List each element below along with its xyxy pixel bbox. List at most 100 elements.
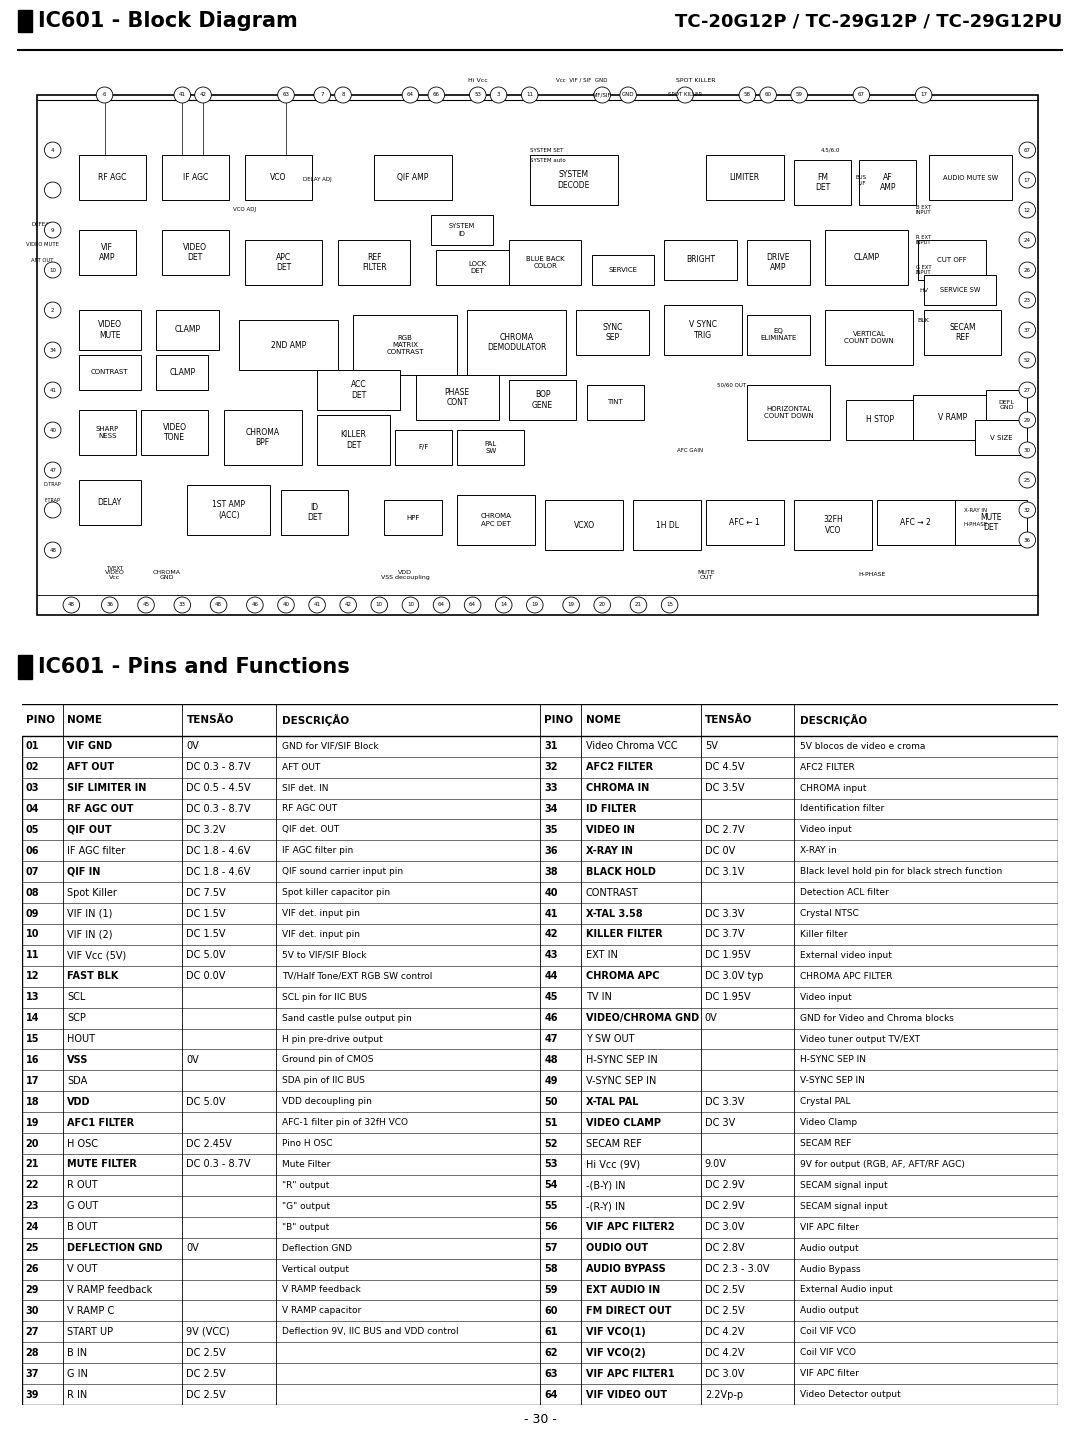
Text: DC 2.5V: DC 2.5V [187,1389,226,1399]
Bar [825,231,908,285]
Text: CHROMA APC: CHROMA APC [585,971,659,981]
Bar [244,156,312,200]
Text: AFC2 FILTER: AFC2 FILTER [585,762,652,772]
Text: 50/60 OUT: 50/60 OUT [717,382,746,388]
Text: IF AGC filter: IF AGC filter [67,846,125,856]
Text: SERVICE SW: SERVICE SW [940,287,980,293]
Text: DC 0.3 - 8.7V: DC 0.3 - 8.7V [187,1160,251,1170]
Circle shape [490,86,507,102]
Text: R IN: R IN [67,1389,87,1399]
Circle shape [335,86,351,102]
Text: 6: 6 [103,92,106,98]
Text: SYSTEM
ID: SYSTEM ID [449,223,475,236]
Text: HORIZONTAL
COUNT DOWN: HORIZONTAL COUNT DOWN [764,406,813,419]
Text: DC 3.0V: DC 3.0V [705,1222,744,1232]
Text: Video Chroma VCC: Video Chroma VCC [585,741,677,751]
Circle shape [211,597,227,612]
Text: 47: 47 [544,1035,557,1045]
Text: 2ND AMP: 2ND AMP [271,340,307,350]
Text: 27: 27 [26,1327,39,1337]
Circle shape [594,86,610,102]
Text: MUTE
DET: MUTE DET [981,513,1002,532]
Text: X-TAL PAL: X-TAL PAL [585,1097,638,1107]
Text: DC 4.5V: DC 4.5V [705,762,744,772]
Text: GND for Video and Chroma blocks: GND for Video and Chroma blocks [800,1013,954,1023]
Text: "R" output: "R" output [282,1180,329,1190]
Text: 45: 45 [544,993,557,1001]
Bar [18,656,32,679]
Text: DC 5.0V: DC 5.0V [187,951,226,960]
Text: 16: 16 [26,1055,39,1065]
Bar [860,160,916,205]
Text: V RAMP feedback: V RAMP feedback [282,1285,361,1294]
Text: VERTICAL
COUNT DOWN: VERTICAL COUNT DOWN [845,331,894,344]
Text: DC 3.5V: DC 3.5V [705,782,744,793]
Text: VIF
AMP: VIF AMP [99,242,116,262]
Bar [918,241,986,280]
Bar [431,215,494,245]
Text: VDD
VSS decoupling: VDD VSS decoupling [381,569,430,581]
Circle shape [433,597,449,612]
Text: R EXT
INPUT: R EXT INPUT [916,235,931,245]
Text: Video Clamp: Video Clamp [800,1118,858,1127]
Text: EXT AUDIO IN: EXT AUDIO IN [585,1285,660,1295]
Text: AFC2 FILTER: AFC2 FILTER [800,762,855,771]
Text: F/F: F/F [418,444,429,451]
Bar [955,500,1027,545]
Text: 32: 32 [544,762,557,772]
Text: 57: 57 [544,1244,557,1254]
Text: V RAMP feedback: V RAMP feedback [67,1285,152,1295]
Text: Video Detector output: Video Detector output [800,1391,901,1399]
Text: G OUT: G OUT [67,1202,98,1212]
Text: 24: 24 [26,1222,39,1232]
Bar [79,354,140,391]
Text: Ground pin of CMOS: Ground pin of CMOS [282,1055,374,1065]
Text: VIF GND: VIF GND [67,741,112,751]
Text: DELAY ADJ: DELAY ADJ [302,177,332,183]
Text: TV IN: TV IN [585,993,611,1001]
Circle shape [44,143,60,159]
Text: SDA pin of IIC BUS: SDA pin of IIC BUS [282,1076,365,1085]
Text: LIMITER: LIMITER [730,173,760,182]
Text: CHROMA
GND: CHROMA GND [152,569,180,581]
Bar [395,429,451,465]
Text: VIDEO
DET: VIDEO DET [184,242,207,262]
Text: DC 5.0V: DC 5.0V [187,1097,226,1107]
Text: ID FILTER: ID FILTER [585,804,636,814]
Text: VIF VCO(2): VIF VCO(2) [585,1347,646,1357]
Bar [79,156,146,200]
Text: 67: 67 [858,92,865,98]
Text: 58: 58 [544,1264,557,1274]
Text: DELAY: DELAY [97,499,122,507]
Text: Coil VIF VCO: Coil VIF VCO [800,1349,856,1357]
Text: DC 1.95V: DC 1.95V [705,951,751,960]
Bar [794,500,872,550]
Text: TINT: TINT [607,399,623,405]
Bar [162,156,229,200]
Bar [825,310,914,365]
Circle shape [677,86,693,102]
Text: START UP: START UP [67,1327,113,1337]
Text: 17: 17 [1024,177,1030,183]
Circle shape [1020,171,1036,187]
Text: AUDIO BYPASS: AUDIO BYPASS [585,1264,665,1274]
Text: RF AGC OUT: RF AGC OUT [67,804,134,814]
Bar [157,310,218,350]
Circle shape [278,597,294,612]
Text: H-SYNC SEP IN: H-SYNC SEP IN [800,1055,866,1065]
Text: V SYNC
TRIG: V SYNC TRIG [689,320,717,340]
Bar [244,241,322,285]
Text: AFC1 FILTER: AFC1 FILTER [67,1118,134,1128]
Text: SYSTEM SET: SYSTEM SET [529,147,563,153]
Circle shape [563,597,579,612]
Text: 44: 44 [544,971,557,981]
Text: 9V (VCC): 9V (VCC) [187,1327,230,1337]
Bar [157,354,208,391]
Text: EQ
ELIMINATE: EQ ELIMINATE [760,329,797,342]
Text: OUDIO OUT: OUDIO OUT [585,1244,648,1254]
Text: SIF det. IN: SIF det. IN [282,784,328,793]
Text: 64: 64 [544,1389,557,1399]
Text: 29: 29 [26,1285,39,1295]
Circle shape [1020,382,1036,398]
Text: 27: 27 [1024,388,1030,392]
